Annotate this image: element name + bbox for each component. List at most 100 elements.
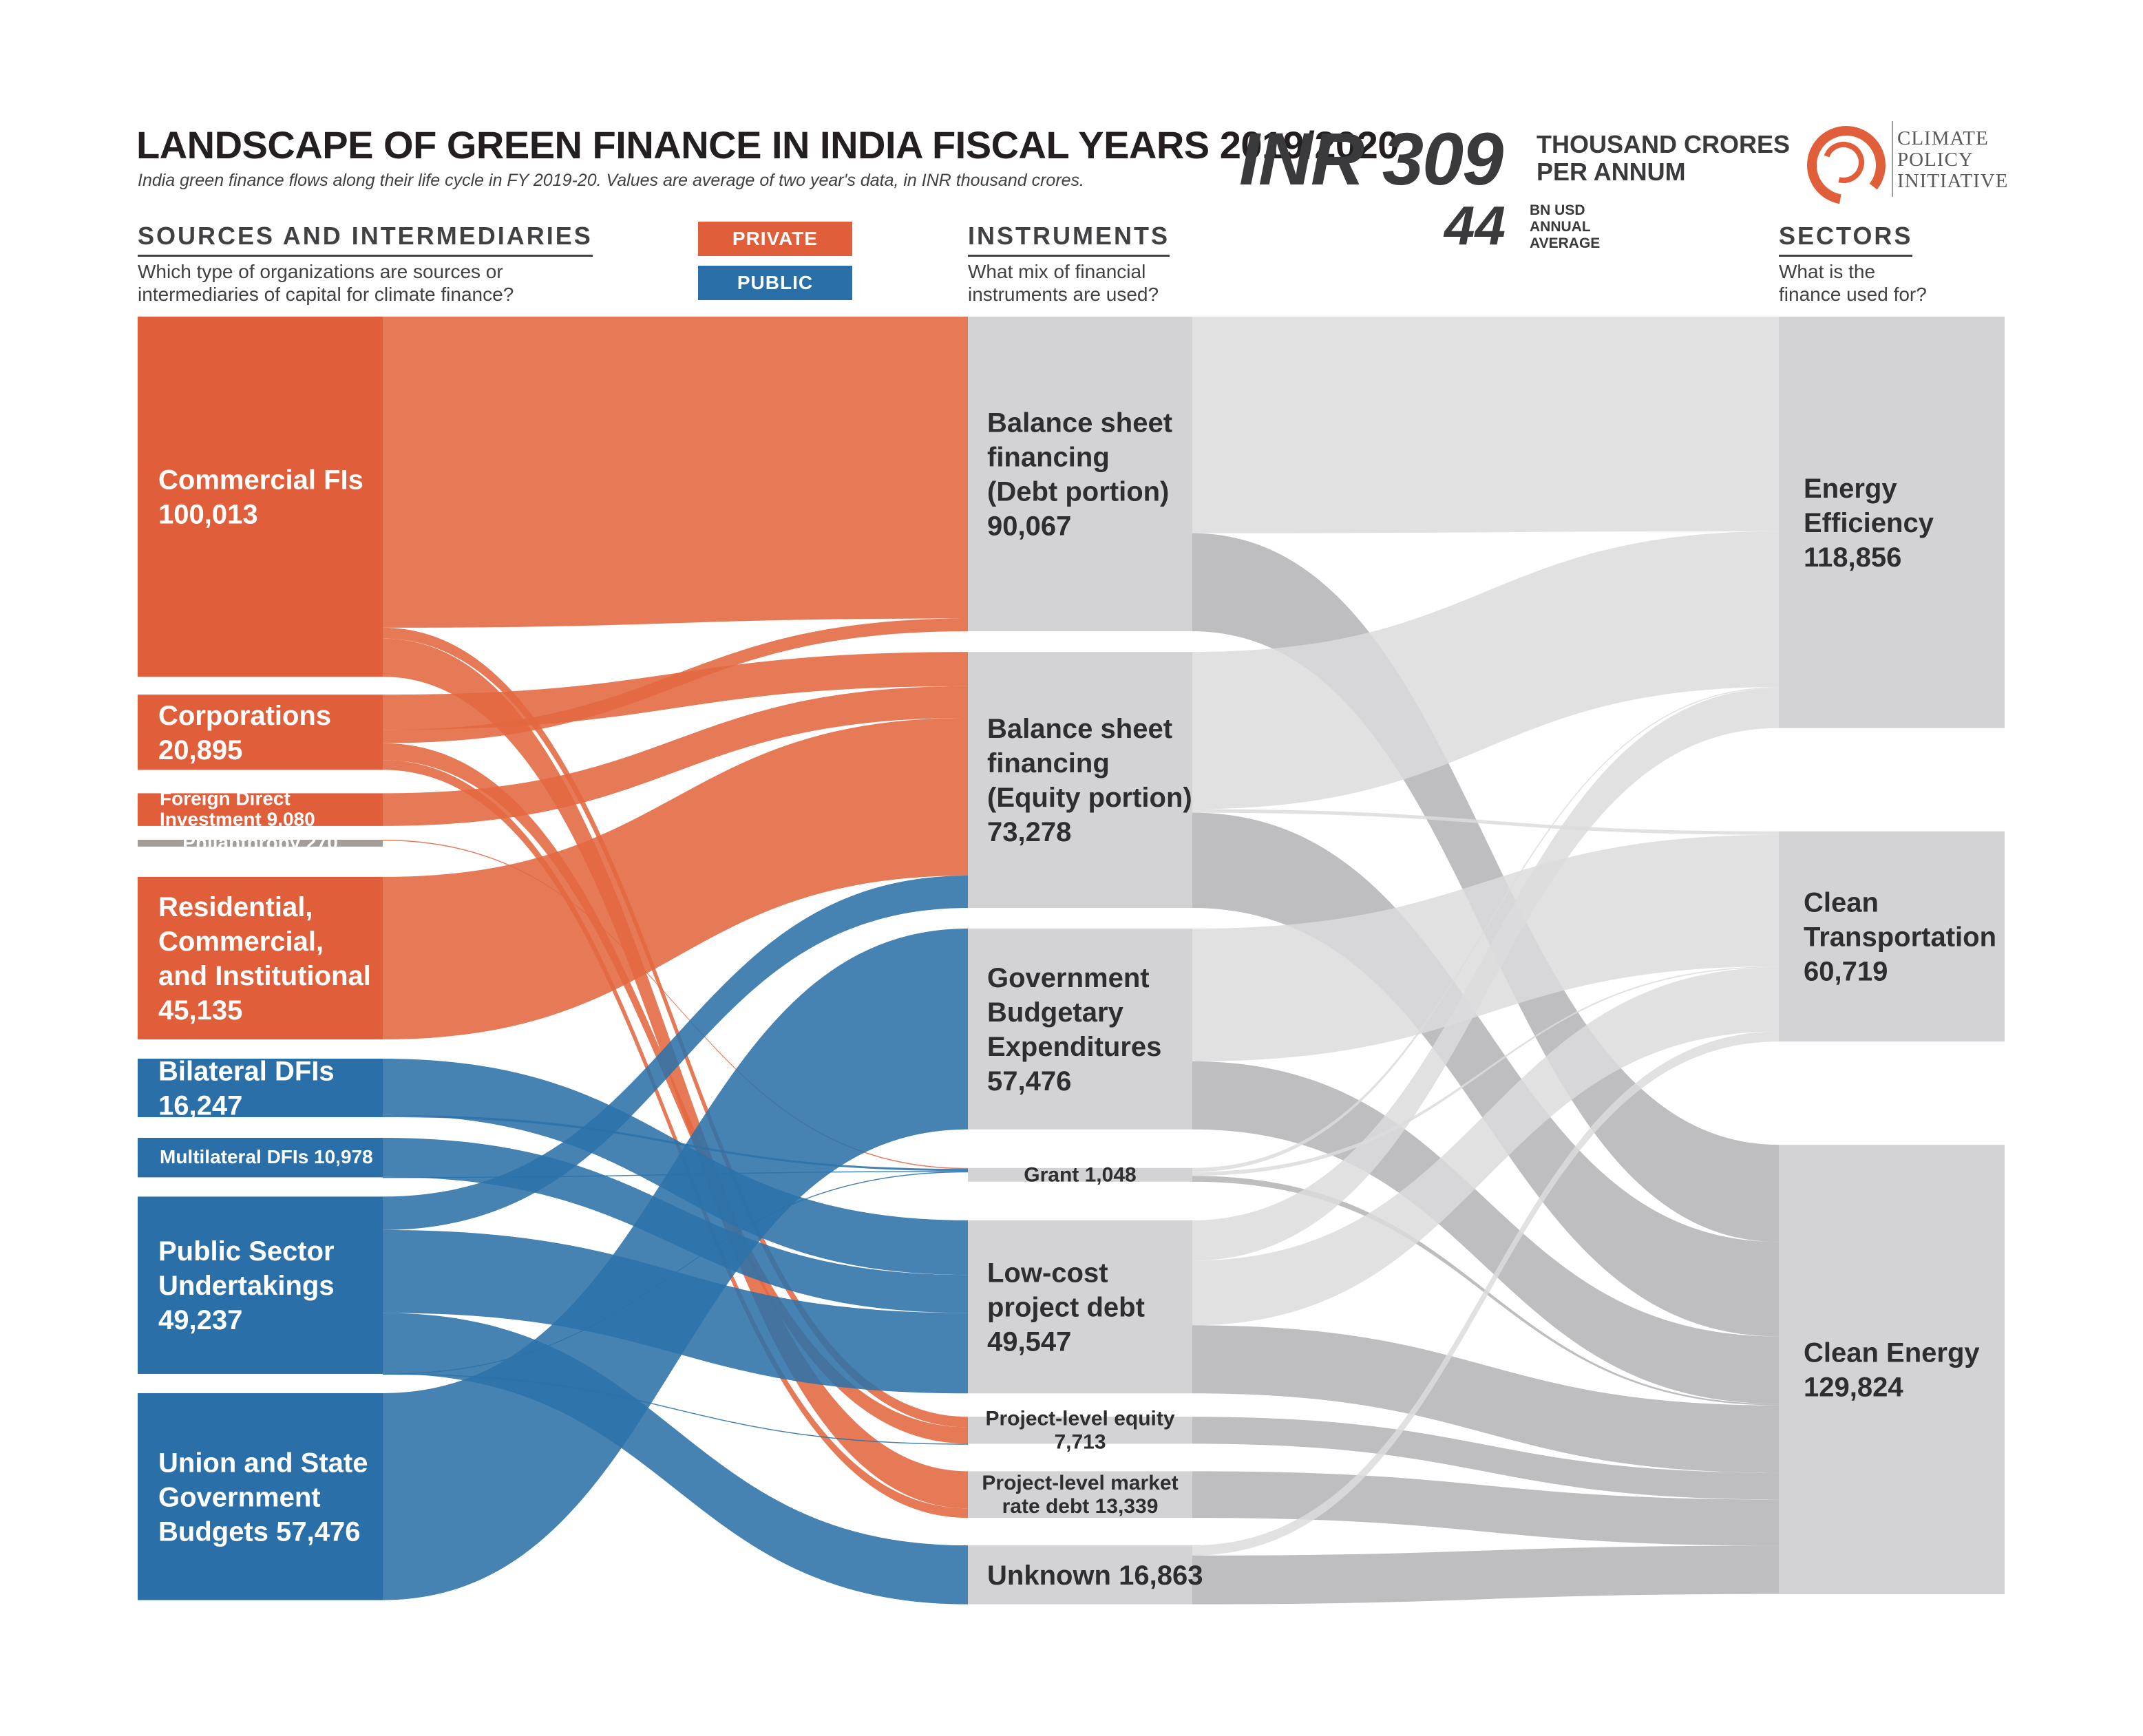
logo-line2: POLICY [1897,149,1974,171]
instrument-label-bsdebt-1: financing [987,443,1110,473]
source-label-residential-1: Commercial, [158,927,324,957]
cpi-logo-icon [1807,126,1886,204]
flow-bsdebt-ee [1192,317,1779,533]
usd-value: 44 [1444,195,1506,256]
sources-question-line1: Which type of organizations are sources … [138,261,503,282]
flow-unknown-ct [1192,1031,1779,1556]
legend-private: PRIVATE [698,222,852,256]
flow-bsequity-ct [1192,809,1779,835]
instrument-node-plmarket [968,1471,1192,1518]
flows-source-instrument [383,317,968,1605]
sector-label-ce-1: 129,824 [1804,1373,1903,1403]
legend-public: PUBLIC [698,266,852,300]
sectors-column-title: SECTORS [1779,222,1913,257]
source-label-psu-1: Undertakings [158,1271,335,1301]
flow-budgets-gbe [383,929,968,1600]
flow-gbe-ce [1192,1061,1779,1404]
source-label-commercial-1: 100,013 [158,500,258,530]
flow-corporations-bsdebt [383,618,968,743]
usd-unit-line2: ANNUAL [1530,219,1591,235]
instrument-label-gbe-3: 57,476 [987,1066,1071,1097]
flow-residential-bsequity [383,717,968,1040]
instruments-question-line2: instruments are used? [968,284,1159,305]
instrument-label-unknown-0: Unknown 16,863 [987,1560,1203,1591]
instrument-label-bsequity-0: Balance sheet [987,714,1172,744]
instrument-node-plequity [968,1417,1192,1444]
usd-unit-line1: BN USD [1530,202,1585,218]
sources-question-line2: intermediaries of capital for climate fi… [138,284,514,305]
flow-philanthropy-grant [383,839,968,1169]
instrument-label-grant-0: Grant 1,048 [1024,1163,1136,1186]
source-label-residential-3: 45,135 [158,995,242,1026]
page-title: LANDSCAPE OF GREEN FINANCE IN INDIA FISC… [136,123,1399,167]
source-node-psu [138,1196,383,1374]
instrument-node-bsequity [968,652,1192,909]
total-unit: THOUSAND CRORES PER ANNUM [1537,131,1790,186]
instrument-label-gbe-1: Budgetary [987,997,1124,1028]
instruments-column-question: What mix of financial instruments are us… [968,260,1159,306]
sector-label-ee-1: Efficiency [1804,508,1934,538]
flow-corporations-plequity [383,743,968,1444]
sector-label-ee-2: 118,856 [1804,542,1901,573]
total-unit-line1: THOUSAND CRORES [1537,130,1791,158]
sector-node-ce [1779,1145,2005,1594]
source-label-commercial-0: Commercial FIs [158,465,363,496]
page-subtitle: India green finance flows along their li… [138,171,1084,190]
flow-bilateral-grant [383,1114,968,1172]
flow-commercial-bsdebt [383,317,968,628]
source-node-corporations [138,695,383,770]
flow-plequity-ce [1192,1417,1779,1500]
instrument-label-bsequity-2: (Equity portion) [987,783,1192,813]
flow-commercial-plmarket [383,638,968,1509]
sector-label-ee-0: Energy [1804,474,1897,504]
sources-column-title: SOURCES AND INTERMEDIARIES [138,222,593,257]
flows-instrument-sector [1192,317,1779,1605]
source-node-multilateral [138,1137,383,1178]
flow-grant-ct [1192,966,1779,1176]
source-label-fdi-1: Investment 9,080 [160,809,315,830]
instruments-question-line1: What mix of financial [968,261,1146,282]
flow-psu-bsequity [383,876,968,1230]
instrument-label-plmarket-0: Project-level market [982,1472,1178,1494]
instrument-label-lowcost-2: 49,547 [987,1327,1071,1357]
nodes [138,317,2005,1605]
source-node-philanthropy [138,839,383,847]
source-node-budgets [138,1393,383,1600]
source-label-budgets-1: Government [158,1482,321,1512]
source-label-bilateral-0: Bilateral DFIs [158,1056,335,1086]
source-label-residential-0: Residential, [158,892,313,922]
instrument-label-gbe-0: Government [987,963,1150,993]
logo-divider [1892,121,1893,197]
instrument-node-bsdebt [968,317,1192,632]
instrument-label-lowcost-1: project debt [987,1293,1145,1323]
flow-unknown-ce [1192,1545,1779,1605]
source-label-residential-2: and Institutional [158,961,371,991]
flow-plmarket-ce [1192,1471,1779,1546]
sector-label-ce-0: Clean Energy [1804,1338,1980,1368]
sectors-question-line2: finance used for? [1779,284,1927,305]
flow-lowcost-ee [1192,688,1779,1261]
source-label-psu-0: Public Sector [158,1236,335,1267]
sector-label-ct-2: 60,719 [1804,956,1888,986]
flow-psu-plequity [383,1373,968,1445]
sectors-question-line1: What is the [1779,261,1876,282]
logo-line3: INITIATIVE [1897,170,2009,192]
flow-lowcost-ce [1192,1325,1779,1473]
instrument-label-bsequity-1: financing [987,748,1110,779]
usd-unit: BN USD ANNUAL AVERAGE [1530,202,1600,252]
flow-commercial-plequity [383,627,968,1428]
source-node-bilateral [138,1059,383,1117]
flow-fdi-bsequity [383,686,968,826]
sector-label-ct-0: Clean [1804,887,1879,918]
total-unit-line2: PER ANNUM [1537,158,1686,186]
source-label-psu-2: 49,237 [158,1305,242,1335]
source-label-fdi-0: Foreign Direct [160,788,291,809]
total-value: INR 309 [1239,117,1503,200]
source-node-commercial [138,317,383,677]
sector-node-ee [1779,317,2005,728]
instrument-node-grant [968,1167,1192,1182]
source-label-budgets-2: Budgets 57,476 [158,1516,360,1547]
sector-label-ct-1: Transportation [1804,922,1996,952]
logo-line1: CLIMATE [1897,127,1989,149]
source-label-corporations-0: Corporations [158,701,331,731]
